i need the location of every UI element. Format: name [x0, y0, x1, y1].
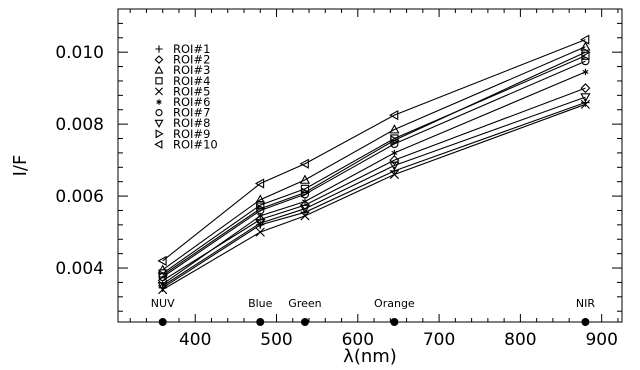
series-line: [162, 103, 586, 291]
x-tick-label: 500: [260, 330, 292, 350]
x-axis-title: λ(nm): [343, 346, 397, 367]
series-line: [162, 46, 586, 271]
series-line: [162, 39, 586, 262]
x-tick-label: 400: [179, 330, 211, 350]
circle-marker: [155, 108, 163, 117]
series-markers: [157, 34, 591, 295]
series-lines: [162, 39, 586, 291]
triangle-right-marker: [390, 135, 400, 146]
band-markers: NUV Blue Green Orange NIR: [151, 297, 595, 326]
axis-tick-labels: 400 500 600 700 800 900 0.004 0.006 0.008 0.010: [55, 43, 618, 350]
triangle-left-marker: [389, 109, 399, 121]
x-tick-label: 600: [342, 330, 374, 350]
band-label: Green: [288, 297, 321, 310]
square-marker: [155, 77, 163, 85]
triangle-left-marker: [254, 178, 265, 189]
legend-label: ROI#6: [173, 95, 210, 109]
diamond-marker: [154, 55, 164, 64]
plus-marker: [155, 45, 163, 53]
star-marker: [582, 68, 589, 76]
y-axis-title: I/F: [10, 155, 31, 177]
series-line: [162, 101, 586, 289]
band-label: NIR: [576, 297, 595, 310]
x-marker: [580, 99, 591, 109]
y-tick-label: 0.008: [55, 115, 104, 135]
band-dot: [256, 318, 265, 326]
diamond-marker: [389, 155, 400, 166]
triangle-left-marker: [580, 34, 590, 45]
x-tick-label: 800: [504, 330, 536, 350]
band-dot: [300, 318, 309, 326]
legend-label: ROI#5: [173, 84, 210, 98]
triangle-up-marker: [255, 194, 266, 204]
legend-label: ROI#10: [173, 137, 218, 151]
plot-frame-rect: [117, 8, 623, 323]
band-label: Blue: [248, 297, 273, 310]
plot-frame: [117, 8, 623, 323]
legend-label: ROI#2: [173, 53, 210, 67]
plus-marker: [581, 98, 590, 107]
legend-label: ROI#9: [173, 127, 210, 141]
band-dot: [581, 318, 590, 326]
legend: ROI#1ROI#2ROI#3ROI#4ROI#5ROI#6ROI#7ROI#8…: [154, 42, 218, 151]
triangle-down-marker: [157, 282, 168, 292]
star-marker: [391, 149, 398, 157]
band-dot: [158, 318, 167, 326]
triangle-right-marker: [581, 47, 591, 58]
diamond-marker: [299, 200, 310, 211]
y-tick-label: 0.006: [55, 187, 104, 207]
x-tick-label: 700: [423, 330, 455, 350]
x-tick-label: 900: [585, 330, 617, 350]
triangle-up-marker: [299, 174, 311, 184]
band-label: NUV: [151, 297, 175, 310]
x-marker: [389, 169, 399, 180]
star-marker: [301, 198, 308, 205]
triangle-left-marker: [154, 139, 163, 149]
star-marker: [156, 99, 162, 105]
triangle-down-marker: [154, 119, 164, 128]
x-marker: [255, 227, 265, 237]
triangle-right-marker: [158, 270, 169, 281]
band-dot: [390, 318, 399, 326]
y-tick-label: 0.004: [55, 259, 104, 279]
triangle-down-marker: [255, 219, 266, 229]
circle-marker: [581, 57, 590, 66]
x-marker: [155, 87, 163, 96]
triangle-down-marker: [580, 93, 591, 103]
y-tick-label: 0.010: [55, 43, 104, 63]
legend-label: ROI#8: [173, 116, 210, 130]
triangle-up-marker: [154, 65, 164, 74]
triangle-down-marker: [389, 161, 400, 171]
triangle-left-marker: [157, 255, 167, 266]
triangle-right-marker: [155, 129, 164, 139]
legend-label: ROI#7: [173, 106, 210, 120]
triangle-up-marker: [389, 124, 400, 134]
diamond-marker: [580, 83, 591, 94]
legend-label: ROI#3: [173, 63, 210, 77]
triangle-right-marker: [256, 203, 266, 214]
legend-label: ROI#1: [173, 42, 210, 56]
plus-marker: [390, 166, 399, 176]
triangle-right-marker: [301, 187, 311, 198]
triangle-down-marker: [299, 204, 311, 215]
diamond-marker: [255, 214, 266, 225]
legend-label: ROI#4: [173, 74, 210, 88]
triangle-left-marker: [299, 158, 309, 169]
axis-ticks: [118, 9, 622, 322]
band-label: Orange: [374, 297, 415, 310]
x-marker: [300, 211, 310, 221]
